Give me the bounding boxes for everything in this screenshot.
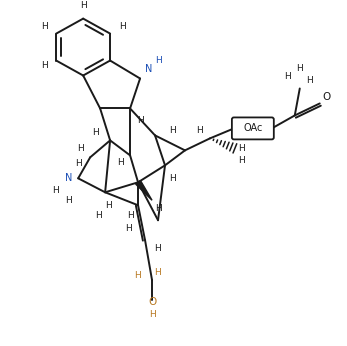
Text: H: H [134,271,141,280]
Text: H: H [95,211,102,220]
Text: H: H [238,156,245,165]
Text: H: H [80,1,86,10]
Text: O: O [148,297,156,307]
Text: H: H [75,159,82,168]
Text: N: N [145,64,153,73]
Text: H: H [154,268,160,277]
FancyBboxPatch shape [232,117,274,139]
Text: H: H [127,211,134,220]
Text: H: H [306,76,313,85]
Polygon shape [136,181,152,200]
Text: H: H [296,64,303,73]
Text: H: H [169,126,175,135]
Text: H: H [196,126,203,135]
Text: H: H [154,244,160,253]
Text: H: H [119,22,126,31]
Text: H: H [238,144,245,153]
Text: H: H [155,204,161,213]
Text: H: H [105,201,111,210]
Text: H: H [149,310,155,319]
Text: H: H [92,128,99,137]
Text: H: H [41,22,48,31]
Text: OAc: OAc [243,124,263,134]
Text: H: H [285,72,291,81]
Text: H: H [169,174,175,183]
Text: H: H [155,56,161,65]
Text: O: O [323,92,331,102]
Text: H: H [65,196,71,205]
Text: N: N [65,173,72,183]
Text: H: H [117,158,124,167]
Text: H: H [137,116,143,125]
Text: H: H [52,186,59,195]
Text: H: H [41,61,48,70]
Text: H: H [77,144,84,153]
Text: H: H [125,224,132,233]
